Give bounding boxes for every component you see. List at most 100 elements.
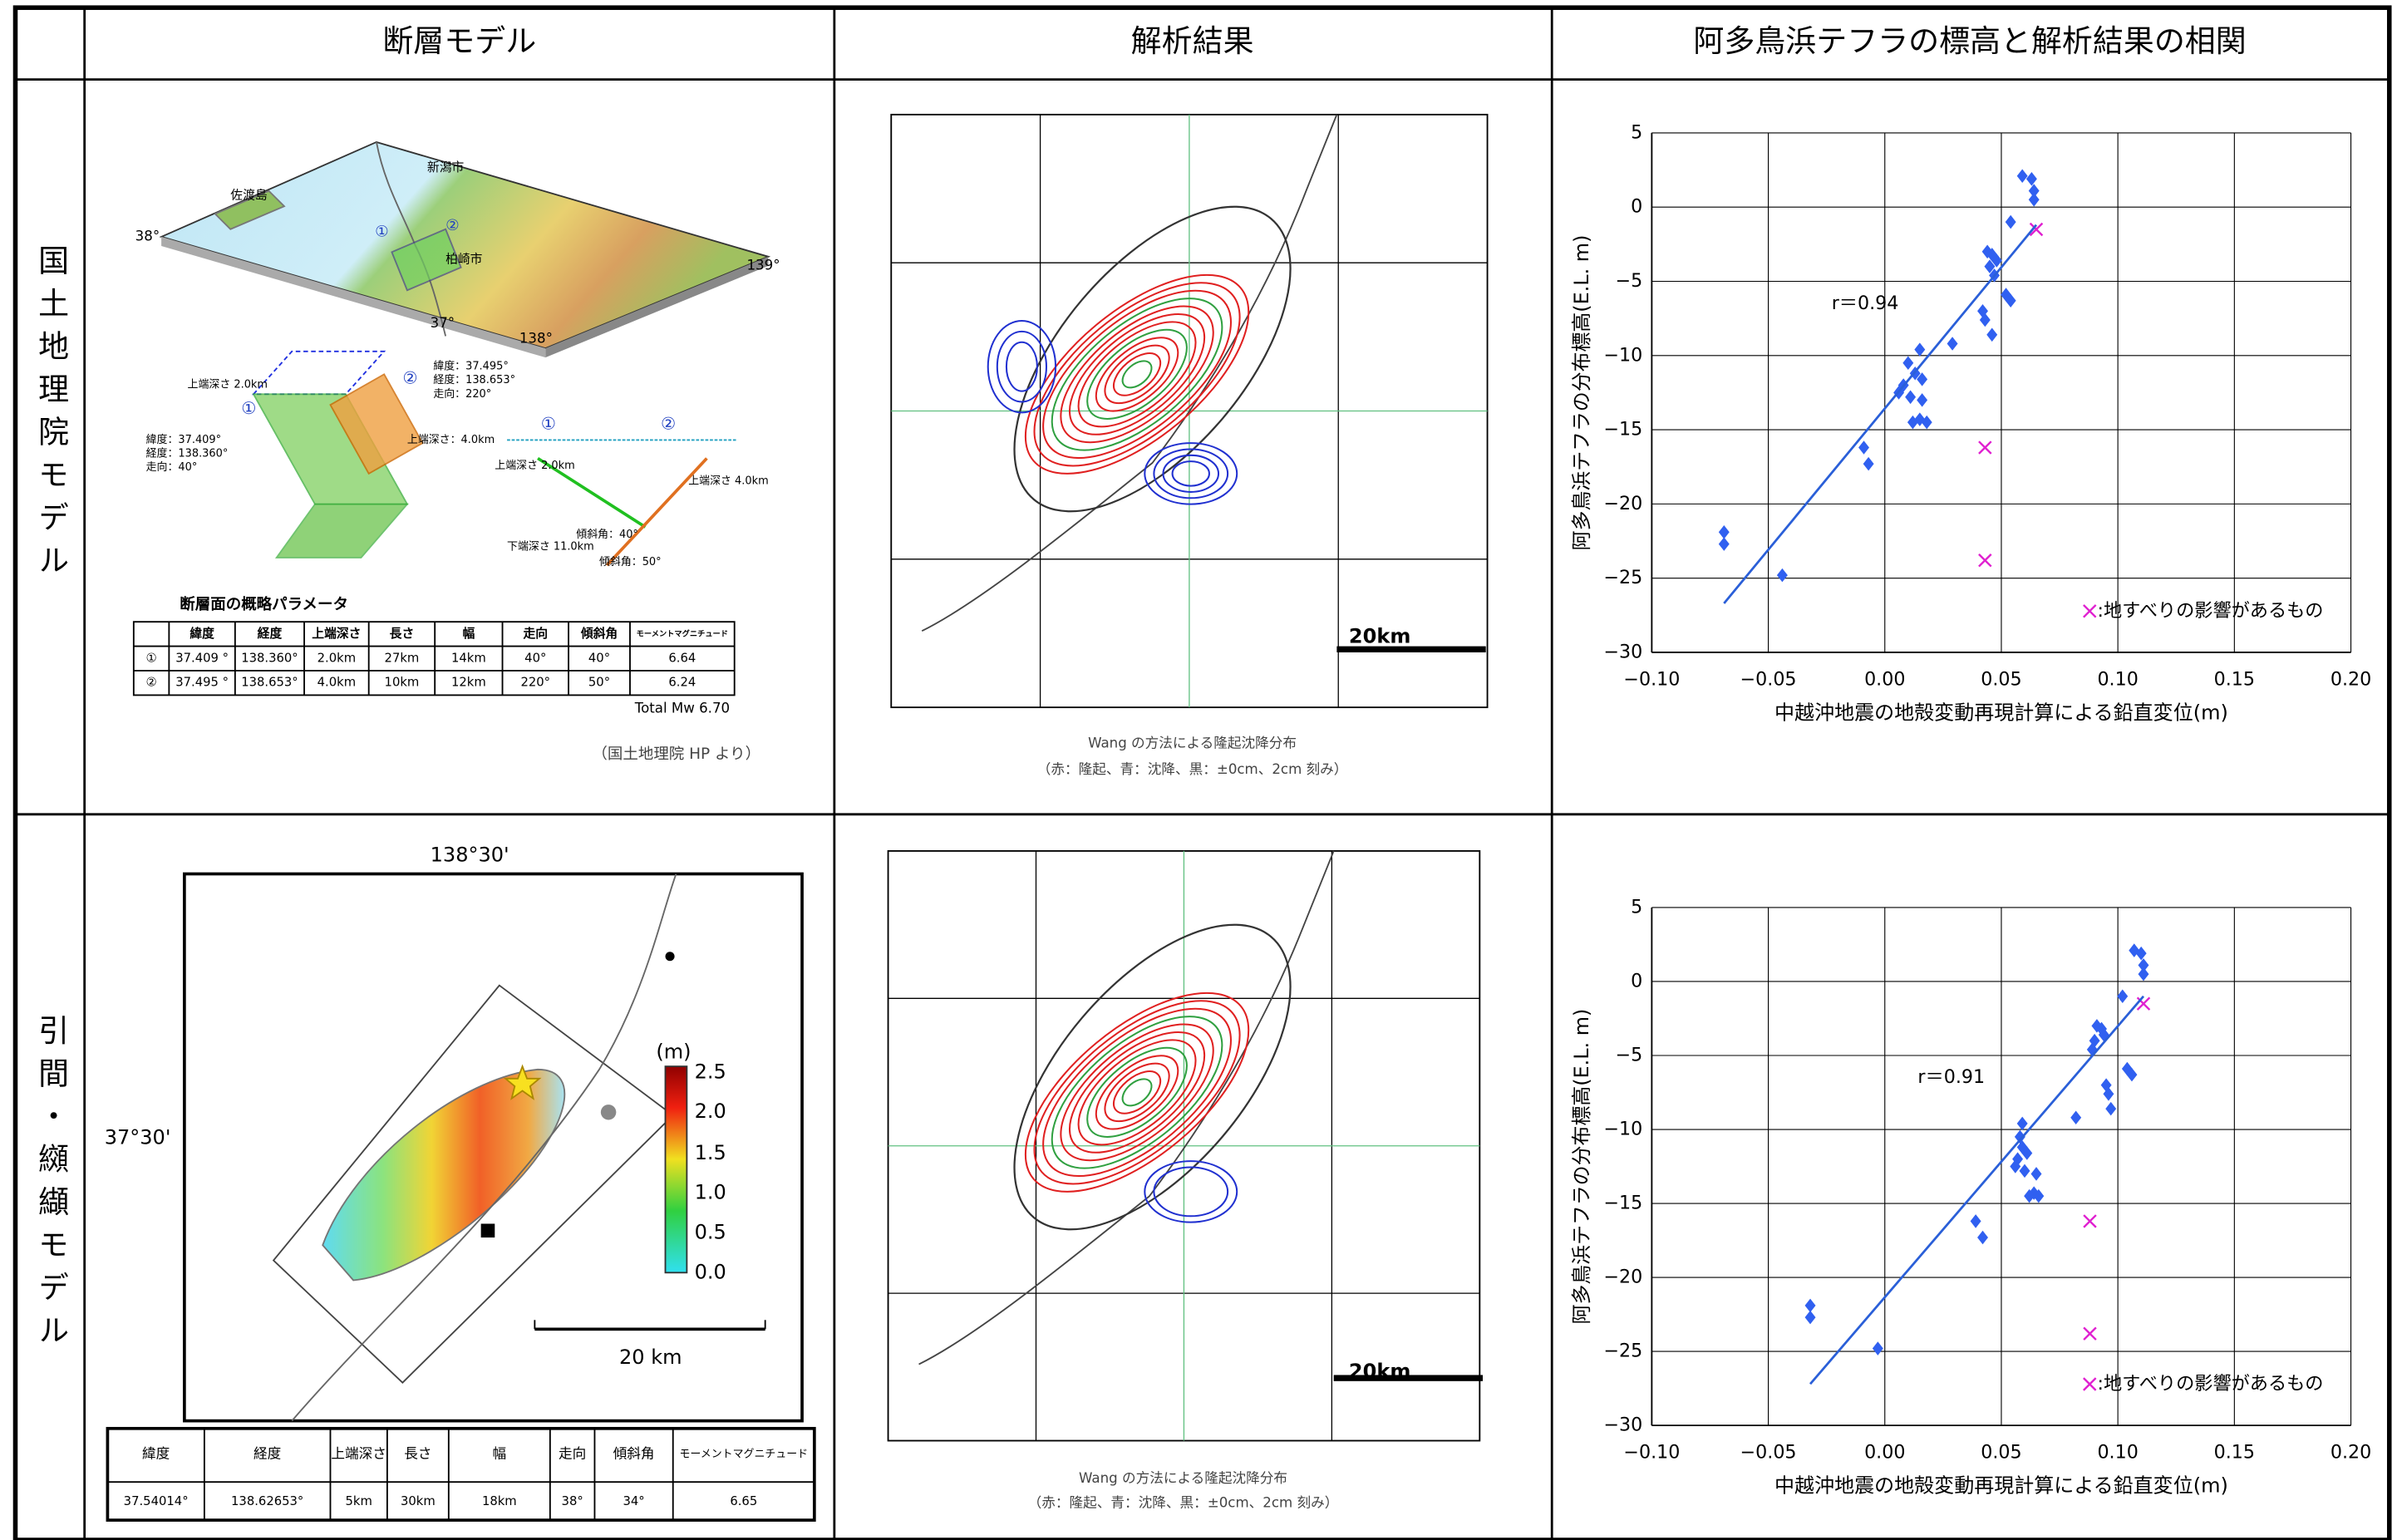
table-cell: 37.495 ° xyxy=(175,676,229,690)
y-tick-label: −30 xyxy=(1603,1415,1642,1436)
table-header: 傾斜角 xyxy=(613,1446,655,1462)
table-cell: 12km xyxy=(451,676,486,690)
y-tick-label: 0 xyxy=(1631,196,1642,218)
column-header: 阿多鳥浜テフラの標高と解析結果の相関 xyxy=(1693,23,2246,59)
y-tick-label: −25 xyxy=(1603,567,1642,588)
scatter-chart: −0.10−0.050.000.050.100.150.2050−5−10−15… xyxy=(1570,121,2371,724)
x-tick-label: 0.10 xyxy=(2097,1442,2138,1464)
table-header: 幅 xyxy=(462,626,475,641)
diagram-label: 上端深さ 2.0km xyxy=(188,379,268,391)
table-header: 長さ xyxy=(390,627,415,641)
point xyxy=(2105,1102,2116,1116)
map-label: ② xyxy=(445,217,460,234)
map-3d xyxy=(161,142,768,357)
diagram-label: ① xyxy=(241,398,256,418)
table-cell: 6.65 xyxy=(730,1494,757,1508)
point xyxy=(1902,356,1913,370)
y-tick-label: 0 xyxy=(1631,971,1642,992)
point xyxy=(1986,328,1997,342)
diagram-label: 経度：138.360° xyxy=(146,446,229,460)
point xyxy=(1914,342,1925,357)
scale-label: 20 km xyxy=(619,1346,682,1369)
correlation-label: r＝0.94 xyxy=(1832,293,1899,314)
caption: Wang の方法による隆起沈降分布 xyxy=(1088,736,1297,751)
point xyxy=(2138,997,2150,1010)
table-header: 長さ xyxy=(404,1446,431,1462)
y-tick-label: −5 xyxy=(1616,1045,1643,1066)
x-tick-label: 0.15 xyxy=(2214,1442,2255,1464)
colorbar-label: 2.5 xyxy=(695,1060,726,1084)
map-label: 新潟市 xyxy=(427,160,465,175)
table-cell: ② xyxy=(145,676,156,690)
point xyxy=(1719,537,1730,551)
diagram-label: 下端深さ 11.0km xyxy=(507,541,594,554)
table-header: モーメントマグニチュード xyxy=(679,1449,808,1461)
diagram-label: 緯度：37.409° xyxy=(146,433,221,446)
map-label: 37°30' xyxy=(105,1126,171,1149)
table-cell: 38° xyxy=(562,1494,583,1508)
table-header: 経度 xyxy=(253,1446,281,1462)
table-header: 緯度 xyxy=(189,626,214,641)
correlation-label: r＝0.91 xyxy=(1917,1066,1985,1088)
point xyxy=(2029,193,2040,207)
point xyxy=(1805,1299,1816,1313)
y-tick-label: −15 xyxy=(1603,1193,1642,1214)
table-cell: 6.24 xyxy=(668,676,696,690)
map-label: ① xyxy=(375,223,389,240)
row-label: 国土地理院モデル xyxy=(33,244,69,587)
y-tick-label: −15 xyxy=(1603,419,1642,440)
y-tick-label: −20 xyxy=(1603,1267,1642,1288)
table-cell: 30km xyxy=(401,1494,436,1508)
caption-note: （赤：隆起、青：沈降、黒：±0cm、2cm 刻み） xyxy=(1037,761,1348,777)
colorbar-label: 1.5 xyxy=(695,1141,726,1164)
scale-label: 20km xyxy=(1349,625,1410,648)
scatter-chart: −0.10−0.050.000.050.100.150.2050−5−10−15… xyxy=(1570,896,2371,1497)
table-cell: 18km xyxy=(482,1494,517,1508)
point xyxy=(2017,1117,2028,1131)
map-label: (m) xyxy=(656,1041,691,1064)
diagram-label: 上端深さ 2.0km xyxy=(495,460,574,472)
map-label: 佐渡島 xyxy=(230,188,267,202)
x-tick-label: 0.05 xyxy=(1981,1442,2021,1464)
diagram-label: 走向：220° xyxy=(433,387,491,401)
table-cell: 14km xyxy=(451,651,486,665)
point xyxy=(1971,1214,1981,1228)
page: 断層モデル 解析結果 阿多鳥浜テフラの標高と解析結果の相関 国土地理院モデル 引… xyxy=(0,0,2397,1540)
total-mw: Total Mw 6.70 xyxy=(634,700,730,716)
diagram-label: 緯度：37.495° xyxy=(433,360,508,373)
map-label: 138°30' xyxy=(431,843,509,866)
x-tick-label: −0.05 xyxy=(1740,669,1797,691)
point xyxy=(1979,441,1991,454)
point xyxy=(1979,554,1991,567)
document: 断層モデル 解析結果 阿多鳥浜テフラの標高と解析結果の相関 国土地理院モデル 引… xyxy=(0,0,2397,1540)
legend-marker xyxy=(2084,605,2096,617)
table-header: 傾斜角 xyxy=(580,626,618,641)
diagram-label: ② xyxy=(661,414,676,434)
point xyxy=(1863,457,1874,471)
table-header: モーメントマグニチュード xyxy=(637,628,728,638)
table-cell: 10km xyxy=(385,676,420,690)
table-cell: ① xyxy=(145,651,156,665)
y-tick-label: −20 xyxy=(1603,493,1642,514)
y-axis-label: 阿多鳥浜テフラの分布標高(E.L. m) xyxy=(1570,1009,1593,1325)
table-cell: 37.409 ° xyxy=(175,651,229,665)
legend-label: :地すべりの影響があるもの xyxy=(2098,1373,2324,1395)
y-tick-label: 5 xyxy=(1631,121,1642,143)
x-tick-label: 0.20 xyxy=(2331,1442,2371,1464)
point xyxy=(1858,440,1869,455)
table-cell: 138.653° xyxy=(241,676,298,690)
analysis-map xyxy=(891,115,1487,707)
x-tick-label: 0.00 xyxy=(1864,669,1905,691)
colorbar-label: 0.5 xyxy=(695,1221,726,1244)
table-border xyxy=(107,1429,814,1520)
source-note: （国土地理院 HP より） xyxy=(592,745,760,763)
colorbar-label: 2.0 xyxy=(695,1100,726,1123)
table-cell: 34° xyxy=(623,1494,644,1508)
table-header: 上端深さ xyxy=(312,626,361,641)
y-tick-label: −5 xyxy=(1616,270,1643,292)
table-cell: 138.360° xyxy=(241,651,298,665)
table-cell: 220° xyxy=(520,676,550,690)
table-cell: 40° xyxy=(524,651,546,665)
table-header: 緯度 xyxy=(142,1446,170,1462)
map-label: 138° xyxy=(519,331,553,347)
